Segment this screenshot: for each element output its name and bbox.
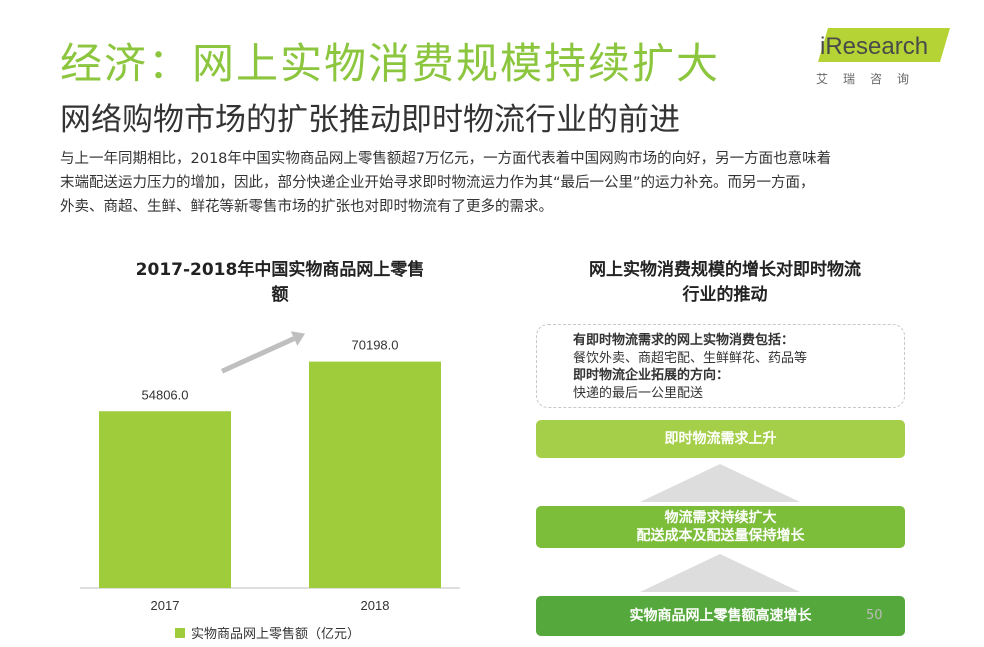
flow-title: 网上实物消费规模的增长对即时物流 行业的推动 xyxy=(535,258,915,308)
logo-cn-text: 艾瑞咨询 xyxy=(816,72,925,86)
flow-step-label: 物流需求持续扩大 xyxy=(664,510,777,526)
up-arrow-icon xyxy=(640,464,800,502)
chart-legend: 实物商品网上零售额（亿元） xyxy=(175,623,360,642)
chart-title: 2017-2018年中国实物商品网上零售 额 xyxy=(100,258,460,308)
page-title: 经济：网上实物消费规模持续扩大 xyxy=(60,39,721,88)
flow-title-line: 网上实物消费规模的增长对即时物流 xyxy=(589,260,861,280)
flow-step-bottom: 实物商品网上零售额高速增长 xyxy=(536,596,905,636)
flow-title-line: 行业的推动 xyxy=(682,285,768,305)
legend-label: 实物商品网上零售额（亿元） xyxy=(191,627,361,642)
box-line: 快递的最后一公里配送 xyxy=(573,385,704,401)
bar xyxy=(99,411,231,588)
data-label: 70198.0 xyxy=(352,338,399,353)
box-heading: 即时物流企业拓展的方向： xyxy=(573,368,730,383)
chart-title-line: 额 xyxy=(271,285,289,305)
intro-line: 外卖、商超、生鲜、鲜花等新零售市场的扩张也对即时物流有了更多的需求。 xyxy=(60,199,553,215)
page-number: 50 xyxy=(866,608,883,623)
intro-line: 末端配送运力压力的增加，因此，部分快递企业开始寻求即时物流运力作为其“最后一公里… xyxy=(60,175,815,191)
demand-description-box: 有即时物流需求的网上实物消费包括： 餐饮外卖、商超宅配、生鲜鲜花、药品等 即时物… xyxy=(536,324,905,408)
page-subtitle: 网络购物市场的扩张推动即时物流行业的前进 xyxy=(60,102,680,138)
data-label: 54806.0 xyxy=(142,387,189,402)
growth-arrow-head xyxy=(290,331,305,346)
flow-step-label: 配送成本及配送量保持增长 xyxy=(636,528,805,544)
flow-step-label: 实物商品网上零售额高速增长 xyxy=(629,608,812,624)
legend-swatch xyxy=(175,627,185,638)
box-line: 餐饮外卖、商超宅配、生鲜鲜花、药品等 xyxy=(573,350,808,366)
chart-title-line: 2017-2018年中国实物商品网上零售 xyxy=(135,260,425,280)
bar-chart: 54806.0 2017 70198.0 2018 xyxy=(80,331,460,613)
flow-step-top: 即时物流需求上升 xyxy=(536,420,905,458)
tick-label: 2017 xyxy=(151,598,180,613)
logo-text: iResearch xyxy=(820,33,928,60)
intro-line: 与上一年同期相比，2018年中国实物商品网上零售额超7万亿元，一方面代表着中国网… xyxy=(60,151,832,167)
tick-label: 2018 xyxy=(361,598,390,613)
growth-arrow xyxy=(220,336,296,374)
box-heading: 有即时物流需求的网上实物消费包括： xyxy=(573,333,795,348)
iresearch-logo: iResearch xyxy=(818,28,950,62)
up-arrow-icon xyxy=(640,554,800,592)
bar xyxy=(309,361,441,588)
intro-paragraph: 与上一年同期相比，2018年中国实物商品网上零售额超7万亿元，一方面代表着中国网… xyxy=(60,147,960,219)
flow-step-label: 即时物流需求上升 xyxy=(664,431,777,447)
flow-step-middle: 物流需求持续扩大 配送成本及配送量保持增长 xyxy=(536,506,905,548)
